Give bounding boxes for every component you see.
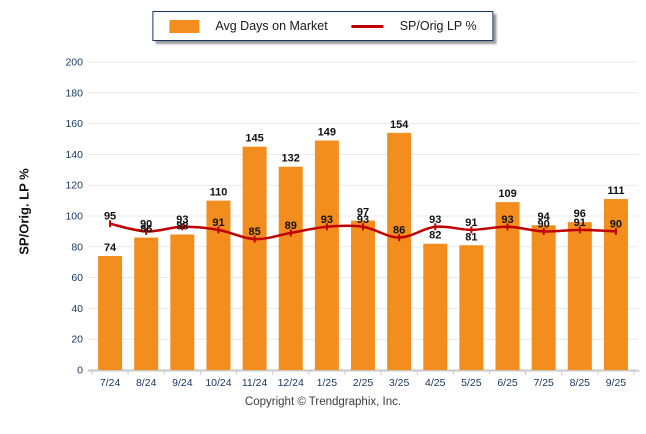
line-value-label: 89 [285, 220, 297, 232]
x-tick-label: 8/25 [570, 377, 591, 389]
line-value-label: 90 [140, 218, 152, 230]
y-axis-title: SP/Orig. LP % [16, 168, 32, 255]
x-tick-label: 7/25 [533, 377, 554, 389]
y-tick-label: 160 [65, 118, 83, 130]
x-tick-label: 8/24 [136, 377, 157, 389]
x-tick-label: 10/24 [205, 377, 231, 389]
x-tick-label: 5/25 [461, 377, 482, 389]
line-value-label: 91 [212, 217, 224, 229]
y-tick-label: 0 [77, 365, 83, 377]
bar-legend-label: Avg Days on Market [215, 19, 328, 33]
line-value-label: 90 [538, 218, 550, 230]
bar [351, 220, 375, 370]
bar-value-label: 82 [429, 230, 441, 242]
bar-legend-swatch [169, 19, 200, 33]
y-tick-label: 80 [71, 241, 83, 253]
x-tick-label: 2/25 [353, 377, 374, 389]
bar-value-label: 94 [538, 211, 551, 223]
bar [242, 146, 267, 370]
x-tick-label: 9/25 [606, 377, 627, 389]
bar-value-label: 74 [104, 242, 117, 254]
bar [98, 256, 123, 370]
y-tick-label: 60 [71, 272, 83, 284]
y-tick-label: 180 [65, 87, 83, 99]
x-tick-label: 6/25 [497, 377, 518, 389]
line-legend-label: SP/Orig LP % [399, 19, 477, 33]
line-legend-swatch [351, 24, 384, 28]
bar-value-label: 109 [498, 188, 516, 200]
line-value-label: 93 [176, 214, 188, 226]
y-tick-label: 140 [65, 149, 83, 161]
line-value-label: 93 [321, 214, 333, 226]
x-tick-label: 11/24 [242, 377, 268, 389]
bar-value-label: 97 [357, 207, 369, 219]
bar-value-label: 96 [574, 208, 586, 220]
bar [423, 243, 448, 370]
bar [170, 234, 195, 370]
line-value-label: 90 [610, 218, 622, 230]
bar [278, 166, 303, 370]
x-tick-label: 3/25 [389, 377, 410, 389]
bar-value-label: 132 [282, 153, 300, 165]
bar [603, 199, 628, 370]
bar [387, 132, 412, 370]
bar-value-label: 88 [176, 220, 188, 232]
bar-value-label: 86 [140, 224, 152, 236]
x-tick-label: 7/24 [100, 377, 121, 389]
x-tick-label: 12/24 [278, 377, 304, 389]
copyright-text: Copyright © Trendgraphix, Inc. [244, 396, 402, 408]
bar-value-label: 111 [607, 185, 624, 197]
bar [567, 222, 592, 370]
legend: Avg Days on Market SP/Orig LP % [152, 11, 494, 41]
line-value-label: 91 [574, 217, 586, 229]
y-tick-label: 100 [65, 211, 83, 223]
bar-value-label: 145 [245, 133, 263, 145]
line-value-label: 85 [248, 226, 260, 238]
bar [531, 225, 556, 370]
x-tick-label: 9/24 [172, 377, 193, 389]
bar-value-label: 81 [465, 231, 477, 243]
x-tick-label: 1/25 [317, 377, 338, 389]
line-value-label: 91 [465, 217, 477, 229]
bar-value-label: 149 [318, 127, 336, 139]
line-value-label: 93 [357, 214, 369, 226]
bar [459, 245, 484, 370]
bar-value-label: 110 [210, 187, 228, 199]
line-value-label: 93 [501, 214, 513, 226]
y-tick-label: 40 [71, 303, 83, 315]
bar [134, 237, 159, 370]
x-tick-label: 4/25 [425, 377, 446, 389]
bar-value-label: 154 [390, 119, 409, 131]
line-value-label: 93 [429, 214, 441, 226]
y-tick-label: 120 [65, 180, 83, 192]
bar [314, 140, 339, 370]
y-tick-label: 200 [65, 57, 83, 69]
line-value-label: 86 [393, 225, 405, 237]
line-value-label: 95 [104, 211, 116, 223]
y-tick-label: 20 [71, 334, 83, 346]
